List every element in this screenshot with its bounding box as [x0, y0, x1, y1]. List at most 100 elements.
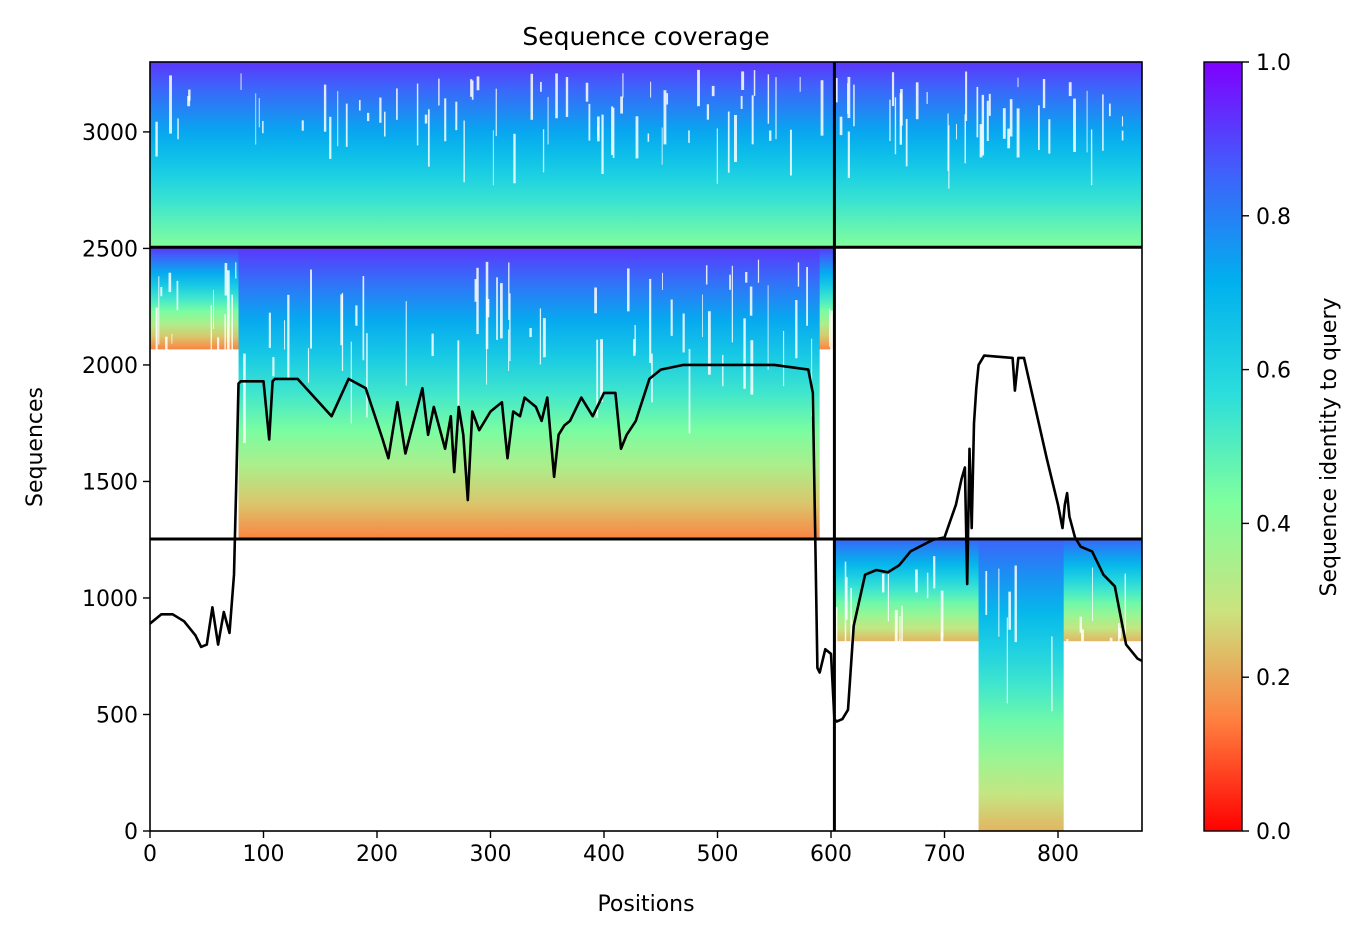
msa-gap-streak — [1068, 82, 1072, 97]
msa-gap-streak — [1008, 591, 1011, 630]
msa-gap-streak — [258, 98, 260, 128]
x-tick-label: 700 — [924, 842, 966, 867]
msa-gap-streak — [749, 286, 753, 316]
msa-gap-streak — [948, 125, 950, 189]
msa-gap-streak — [492, 130, 494, 186]
msa-gap-streak — [155, 307, 158, 402]
colorbar-tick-label: 0.8 — [1256, 205, 1291, 230]
msa-gap-streak — [1009, 99, 1013, 137]
msa-gap-streak — [287, 294, 290, 379]
msa-gap-streak — [688, 349, 691, 434]
x-tick-label: 400 — [583, 842, 625, 867]
msa-gap-streak — [444, 98, 447, 142]
msa-gap-streak — [811, 338, 813, 417]
msa-gap-streak — [177, 118, 179, 140]
msa-gap-streak — [1066, 639, 1069, 701]
msa-gap-streak — [542, 129, 545, 173]
msa-gap-streak — [985, 570, 988, 615]
msa-gap-streak — [496, 277, 498, 340]
msa-gap-streak — [775, 77, 777, 140]
x-tick-label: 800 — [1037, 842, 1079, 867]
msa-gap-streak — [839, 116, 843, 136]
msa-gap-streak — [495, 88, 497, 137]
msa-gap-streak — [894, 97, 897, 155]
msa-gap-streak — [795, 300, 798, 359]
msa-gap-streak — [379, 97, 382, 123]
msa-gap-streak — [663, 90, 667, 145]
msa-gap-streak — [476, 76, 480, 91]
msa-gap-streak — [597, 116, 600, 142]
msa-gap-streak — [188, 89, 191, 101]
msa-gap-streak — [750, 340, 754, 395]
msa-gap-streak — [1038, 105, 1040, 150]
msa-gap-streak — [158, 276, 160, 345]
x-axis-label: Positions — [597, 892, 694, 917]
msa-gap-streak — [301, 120, 304, 131]
msa-gap-streak — [463, 120, 465, 183]
msa-gap-streak — [612, 107, 615, 159]
msa-gap-streak — [340, 294, 343, 346]
msa-gap-streak — [337, 91, 339, 147]
msa-gap-streak — [224, 263, 228, 296]
msa-gap-streak — [350, 341, 352, 424]
msa-gap-streak — [757, 259, 760, 283]
msa-gap-streak — [508, 329, 510, 371]
msa-gap-streak — [457, 340, 460, 429]
msa-gap-streak — [217, 337, 220, 393]
msa-gap-streak — [661, 272, 663, 290]
msa-block-chain-A-msa — [150, 247, 836, 540]
colorbar-tick-label: 1.0 — [1256, 51, 1291, 76]
msa-gap-streak — [847, 131, 850, 178]
msa-gap-streak — [933, 556, 936, 589]
msa-gap-streak — [666, 93, 669, 105]
msa-gap-streak — [729, 274, 731, 290]
colorbar-label: Sequence identity to query — [1317, 297, 1342, 596]
chart-title: Sequence coverage — [522, 22, 769, 51]
msa-gap-streak — [329, 116, 332, 159]
msa-gap-streak — [622, 73, 624, 98]
msa-gap-streak — [284, 320, 286, 350]
msa-gap-streak — [891, 72, 895, 107]
msa-gap-streak — [594, 287, 597, 314]
msa-gap-streak — [935, 649, 938, 671]
msa-gap-streak — [1073, 98, 1076, 153]
msa-gap-streak — [169, 75, 172, 134]
msa-gap-streak — [1048, 119, 1051, 154]
msa-gap-streak — [702, 294, 703, 338]
msa-gap-streak — [745, 271, 748, 283]
msa-blocks — [150, 62, 1142, 831]
msa-gap-streak — [945, 647, 948, 709]
msa-gap-streak — [438, 78, 440, 106]
msa-gap-streak — [899, 639, 901, 711]
colorbar-ticks: 0.0 0.2 0.4 0.6 0.8 1.0 — [1242, 51, 1291, 845]
msa-gap-streak — [1051, 636, 1053, 712]
msa-gap-streak — [845, 577, 848, 620]
msa-gap-streak — [915, 82, 919, 120]
msa-gap-streak — [806, 267, 808, 326]
msa-gap-streak — [529, 328, 532, 338]
msa-gap-streak — [235, 262, 237, 279]
x-tick-label: 300 — [470, 842, 512, 867]
msa-gap-streak — [734, 114, 738, 162]
msa-gap-streak — [585, 82, 589, 102]
msa-block-fill — [150, 62, 1142, 248]
msa-gap-streak — [830, 310, 834, 352]
x-tick-label: 100 — [243, 842, 285, 867]
msa-gap-streak — [926, 572, 929, 599]
msa-block-core-fill — [238, 247, 820, 540]
msa-gap-streak — [741, 71, 745, 90]
coverage-line — [150, 354, 1142, 723]
msa-gap-streak — [650, 81, 652, 98]
msa-gap-streak — [620, 96, 623, 114]
msa-gap-streak — [540, 81, 542, 92]
msa-gap-streak — [799, 76, 801, 92]
msa-gap-streak — [976, 86, 979, 138]
msa-gap-streak — [384, 111, 386, 137]
msa-gap-streak — [355, 305, 358, 326]
msa-gap-streak — [240, 73, 242, 90]
msa-gap-streak — [345, 103, 348, 147]
y-tick-label: 2500 — [82, 237, 138, 262]
msa-gap-streak — [1124, 573, 1127, 646]
msa-gap-streak — [427, 109, 430, 167]
msa-gap-streak — [210, 305, 212, 379]
